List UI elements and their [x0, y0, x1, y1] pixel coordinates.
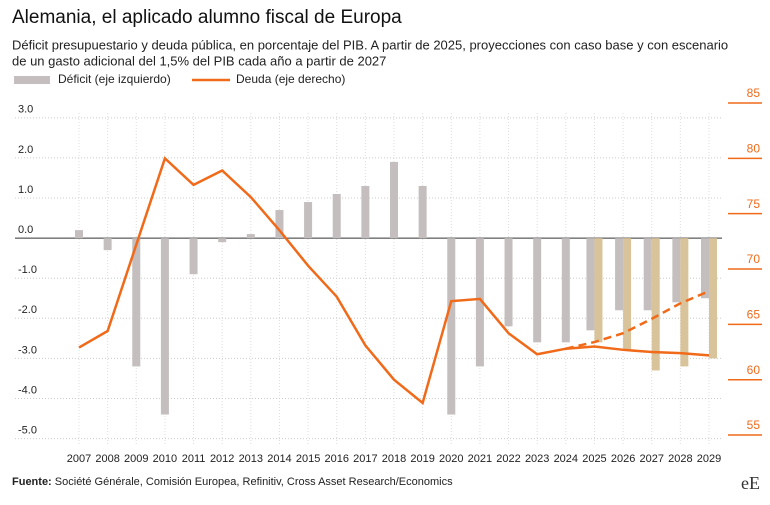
x-tick-label: 2028: [668, 453, 692, 465]
bar: [680, 238, 689, 367]
y2-tick-label: 85: [747, 86, 761, 100]
y2-tick-label: 70: [747, 252, 761, 266]
bar: [623, 238, 632, 351]
bar: [561, 238, 570, 343]
bar: [672, 238, 681, 303]
x-tick-label: 2025: [582, 453, 606, 465]
source-label: Fuente:: [12, 476, 52, 488]
subtitle: Déficit presupuestario y deuda pública, …: [12, 37, 728, 52]
x-tick-label: 2024: [554, 453, 578, 465]
bar: [189, 238, 198, 275]
bar: [75, 230, 83, 239]
bar: [275, 210, 284, 239]
y2-tick-label: 75: [747, 197, 761, 211]
source-text: Société Générale, Comisión Europea, Refi…: [52, 476, 453, 488]
x-tick-label: 2022: [496, 453, 520, 465]
y-tick-label: 3.0: [18, 104, 33, 116]
x-tick-label: 2019: [410, 453, 434, 465]
x-tick-label: 2010: [153, 453, 177, 465]
bar: [246, 234, 255, 239]
x-tick-label: 2020: [439, 453, 463, 465]
y-tick-label: -2.0: [18, 304, 37, 316]
bar: [586, 238, 595, 331]
bar: [361, 185, 370, 239]
subtitle: de un gasto adicional del 1,5% del PIB c…: [12, 53, 386, 68]
x-tick-label: 2012: [210, 453, 234, 465]
x-tick-label: 2014: [267, 453, 291, 465]
y2-tick-label: 80: [747, 142, 761, 156]
bar: [332, 194, 341, 239]
bar: [160, 238, 169, 415]
x-tick-label: 2011: [182, 453, 206, 465]
chart-title: Alemania, el aplicado alumno fiscal de E…: [12, 7, 402, 28]
legend-label: Deuda (eje derecho): [236, 72, 345, 86]
y-tick-label: -1.0: [18, 264, 37, 276]
x-tick-label: 2021: [468, 453, 492, 465]
x-tick-label: 2007: [67, 453, 91, 465]
x-tick-label: 2008: [95, 453, 119, 465]
y-tick-label: 0.0: [18, 224, 33, 236]
bar: [103, 238, 112, 251]
y-tick-label: -3.0: [18, 344, 37, 356]
bar: [643, 238, 652, 311]
x-tick-label: 2016: [324, 453, 348, 465]
y-tick-label: -5.0: [18, 424, 37, 436]
y-tick-label: 1.0: [18, 184, 33, 196]
bar: [390, 161, 398, 239]
bar: [132, 238, 141, 367]
x-tick-label: 2009: [124, 453, 148, 465]
x-tick-label: 2023: [525, 453, 549, 465]
y-tick-label: -4.0: [18, 384, 37, 396]
bar: [218, 238, 227, 243]
source: Fuente: Société Générale, Comisión Europ…: [12, 476, 453, 488]
y2-tick-label: 65: [747, 308, 761, 322]
bar: [304, 202, 313, 239]
x-tick-label: 2026: [611, 453, 635, 465]
line: [78, 156, 710, 406]
x-tick-label: 2013: [239, 453, 263, 465]
bar: [594, 238, 603, 343]
y2-tick-label: 60: [747, 363, 761, 377]
bar: [475, 238, 484, 367]
y-tick-label: 2.0: [18, 144, 33, 156]
x-tick-label: 2029: [697, 453, 721, 465]
bar: [709, 238, 717, 359]
legend-label: Déficit (eje izquierdo): [58, 72, 171, 86]
x-tick-label: 2018: [382, 453, 406, 465]
bar: [615, 238, 624, 311]
bar: [651, 238, 660, 371]
bar: [701, 238, 709, 299]
x-tick-label: 2027: [639, 453, 663, 465]
bar: [418, 185, 427, 239]
legend-swatch: [14, 76, 50, 84]
bar: [533, 238, 542, 343]
logo: eE: [741, 473, 760, 493]
x-tick-label: 2017: [353, 453, 377, 465]
bar: [504, 238, 513, 327]
x-tick-label: 2015: [296, 453, 320, 465]
bar: [447, 238, 456, 415]
y2-tick-label: 55: [747, 418, 761, 432]
